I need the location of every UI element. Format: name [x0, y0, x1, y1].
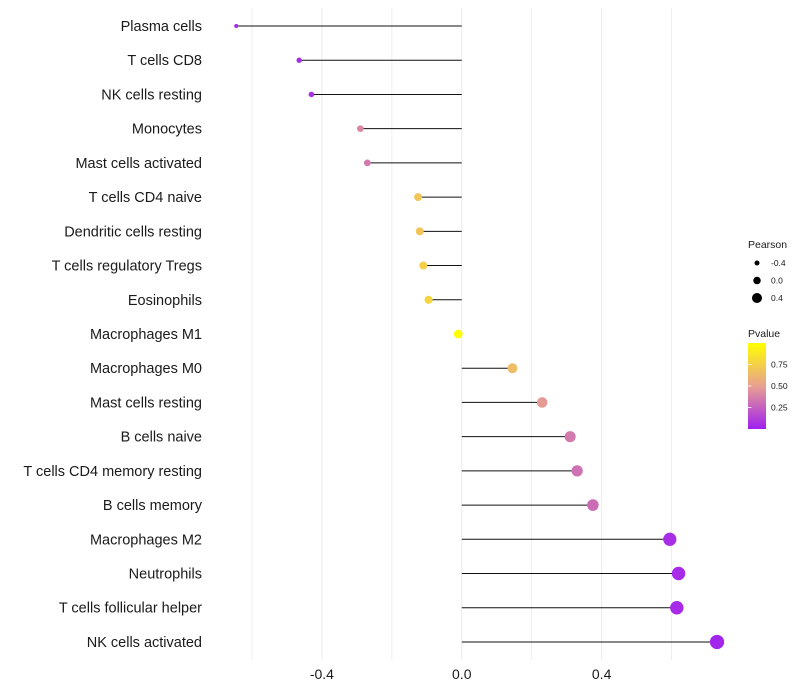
pvalue-legend-title: Pvalue: [748, 328, 780, 340]
category-label: Monocytes: [132, 122, 202, 138]
lollipop-point: [709, 634, 725, 650]
category-label: T cells follicular helper: [59, 601, 202, 617]
x-tick-label: 0.4: [592, 666, 612, 682]
lollipop-point: [424, 295, 433, 304]
size-legend-label: 0.4: [771, 293, 783, 303]
lollipop-point: [357, 125, 364, 132]
lollipop-points: [234, 23, 725, 650]
pvalue-colorbar: [748, 343, 766, 429]
category-label: NK cells activated: [87, 635, 202, 651]
size-legend-label: -0.4: [771, 258, 786, 268]
size-legend-key: [751, 292, 763, 304]
lollipop-point: [564, 431, 576, 443]
lollipop-point: [571, 465, 583, 477]
lollipop-point: [234, 23, 239, 29]
lollipop-point: [536, 397, 548, 408]
lollipop-stems: [236, 25, 718, 643]
colorbar-label: 0.25: [771, 403, 788, 413]
lollipop-point: [363, 159, 371, 167]
pearson-size-legend: Pearson -0.4 0.0 0.4: [748, 239, 787, 304]
lollipop-point: [587, 499, 599, 511]
category-label: Plasma cells: [121, 19, 202, 35]
lollipop-point: [419, 261, 428, 270]
colorbar-label: 0.75: [771, 360, 788, 370]
pvalue-color-legend: Pvalue 0.75 0.50 0.25: [748, 328, 788, 429]
lollipop-point: [308, 91, 315, 98]
lollipop-point: [415, 227, 424, 236]
category-label: T cells regulatory Tregs: [52, 259, 202, 275]
category-label: B cells naive: [121, 430, 202, 446]
pearson-legend-title: Pearson: [748, 239, 787, 251]
x-tick-label: 0.0: [452, 666, 472, 682]
category-label: T cells CD4 naive: [89, 190, 202, 206]
category-label: Mast cells resting: [90, 395, 202, 411]
x-tick-labels: -0.4 0.0 0.4: [310, 666, 612, 682]
lollipop-point: [671, 566, 686, 581]
lollipop-point: [670, 601, 684, 615]
size-legend-key: [753, 276, 761, 285]
category-label: Macrophages M0: [90, 361, 202, 377]
category-label: Neutrophils: [129, 567, 202, 583]
category-label: Macrophages M2: [90, 532, 202, 548]
lollipop-point: [414, 193, 423, 202]
x-tick-label: -0.4: [310, 666, 334, 682]
lollipop-point: [663, 532, 677, 546]
lollipop-point: [296, 57, 302, 63]
category-label: Macrophages M1: [90, 327, 202, 343]
category-label: B cells memory: [103, 498, 203, 514]
category-label: T cells CD8: [127, 53, 202, 69]
category-label: Mast cells activated: [75, 156, 202, 172]
grid-lines: [251, 8, 672, 660]
category-labels: Plasma cells T cells CD8 NK cells resting M…: [23, 19, 202, 651]
category-label: NK cells resting: [101, 87, 202, 103]
category-label: T cells CD4 memory resting: [23, 464, 202, 480]
size-legend-label: 0.0: [771, 276, 783, 286]
lollipop-point: [453, 329, 463, 339]
category-label: Eosinophils: [128, 293, 202, 309]
category-label: Dendritic cells resting: [64, 224, 202, 240]
lollipop-point: [507, 363, 518, 374]
colorbar-label: 0.50: [771, 381, 788, 391]
size-legend-key: [754, 260, 760, 266]
